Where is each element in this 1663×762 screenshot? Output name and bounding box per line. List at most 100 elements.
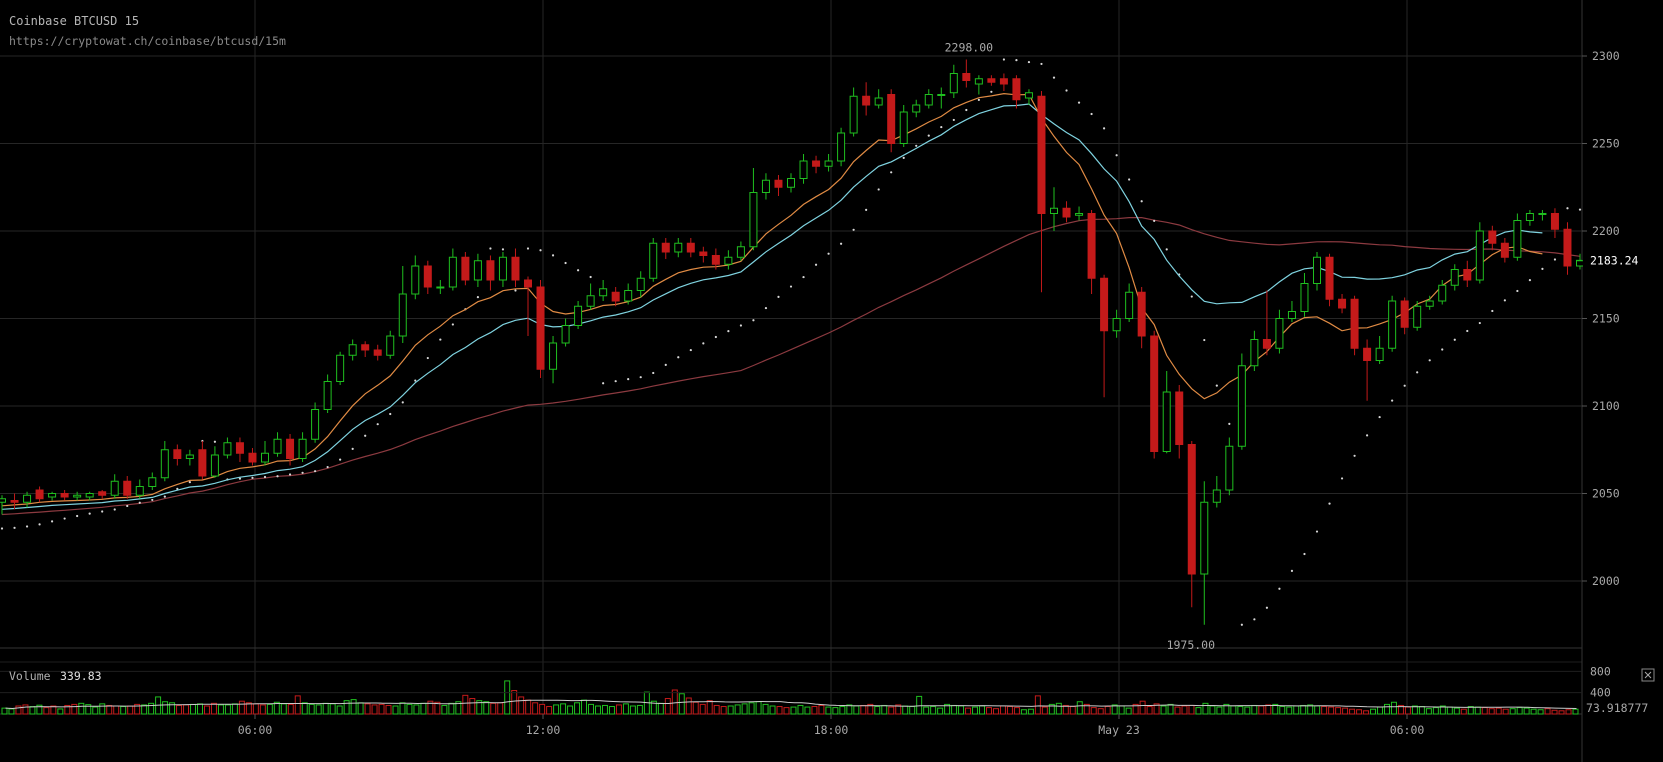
candle-up: [1125, 291, 1134, 319]
volume-bar-up: [1370, 708, 1377, 715]
volume-bar-up: [1286, 706, 1293, 715]
volume-bar-down: [1153, 703, 1160, 715]
sar-dot: [151, 498, 154, 502]
candle-up: [974, 78, 983, 85]
volume-bar-down: [1013, 707, 1020, 715]
close-volume-button[interactable]: [1641, 668, 1655, 682]
sar-dot: [213, 440, 217, 443]
candle-up: [824, 160, 833, 167]
candle-up: [473, 260, 482, 281]
sar-dot: [564, 261, 567, 265]
candle-up: [1425, 300, 1434, 307]
volume-bar-up: [1293, 705, 1300, 715]
candle-down: [1062, 207, 1071, 218]
sar-dot: [1453, 338, 1456, 341]
volume-bar-up: [881, 704, 888, 715]
sar-dot: [1040, 62, 1043, 66]
chart-url[interactable]: https://cryptowat.ch/coinbase/btcusd/15m: [9, 34, 286, 48]
candle-down: [524, 279, 532, 288]
volume-bar-up: [29, 706, 36, 715]
sar-dot: [1002, 58, 1006, 61]
candle-up: [1450, 269, 1459, 286]
volume-bar-up: [979, 705, 986, 715]
volume-bar-up: [1377, 706, 1383, 715]
volume-bar-up: [1209, 705, 1216, 715]
volume-bar-down: [1265, 704, 1272, 715]
sar-dot: [1165, 248, 1168, 251]
sar-dot: [789, 285, 793, 288]
volume-bar-up: [1223, 703, 1230, 715]
volume-bar-down: [1181, 705, 1188, 715]
price-tick-label: 2200: [1592, 224, 1620, 238]
candle-up: [386, 335, 395, 356]
volume-bar-down: [294, 695, 301, 715]
volume-bar-up: [608, 706, 615, 715]
candle-up: [937, 94, 946, 96]
volume-bar-down: [713, 704, 720, 715]
candle-down: [173, 449, 182, 459]
volume-bar-up: [1027, 708, 1034, 715]
sar-dot: [702, 342, 705, 345]
volume-bar-up: [308, 703, 315, 715]
candle-up: [298, 438, 307, 459]
volume-bar-down: [671, 689, 678, 715]
candle-down: [611, 291, 620, 302]
volume-bar-up: [727, 705, 734, 715]
volume-bar-down: [1069, 706, 1076, 715]
volume-bar-down: [1363, 710, 1370, 715]
sar-dot: [965, 108, 968, 112]
sar-dot: [1491, 309, 1494, 313]
volume-bar-down: [525, 699, 532, 715]
candle-down: [1500, 242, 1509, 258]
candle-up: [912, 104, 921, 113]
sar-dot: [627, 378, 630, 381]
volume-bar-down: [1565, 709, 1572, 715]
candle-up: [1225, 445, 1234, 491]
candle-up: [135, 486, 144, 496]
candle-down: [1175, 391, 1184, 445]
volume-bar-up: [1118, 705, 1125, 715]
volume-bar-down: [245, 702, 252, 715]
candle-down: [198, 449, 207, 477]
candle-up: [736, 246, 745, 258]
candle-up: [336, 354, 345, 382]
volume-bar-down: [106, 704, 113, 715]
volume-bar-down: [1328, 706, 1335, 715]
sar-dot: [1516, 289, 1519, 293]
sar-dot: [276, 475, 279, 478]
volume-bar-down: [1481, 707, 1488, 715]
volume-bar-up: [853, 705, 860, 715]
volume-bar-up: [1167, 703, 1174, 715]
candle-up: [436, 286, 445, 289]
volume-bar-down: [1349, 708, 1356, 715]
volume-bar-down: [210, 702, 217, 715]
candle-down: [461, 256, 470, 281]
sar-dot: [439, 338, 442, 341]
volume-bar-down: [1041, 706, 1048, 715]
volume-bar-up: [329, 703, 336, 715]
sar-dot: [664, 363, 667, 366]
volume-bar-up: [224, 704, 231, 715]
volume-bar-up: [741, 703, 748, 715]
volume-current-value: 339.83: [60, 669, 102, 683]
volume-average-line: [5, 699, 1577, 710]
sar-dot: [927, 134, 930, 137]
volume-bar-up: [560, 703, 567, 715]
volume-bar-up: [441, 704, 448, 715]
volume-bar-down: [706, 700, 713, 715]
volume-bar-up: [85, 704, 92, 715]
sar-dot: [865, 208, 868, 211]
volume-bar-up: [958, 705, 965, 715]
low-price-label: 1975.00: [1167, 638, 1216, 652]
volume-bar-down: [71, 703, 78, 715]
candle-down: [1012, 78, 1021, 101]
candle-up: [724, 256, 733, 265]
sar-dot: [1203, 338, 1206, 342]
candle-down: [1488, 230, 1497, 244]
volume-bar-down: [1062, 704, 1069, 715]
volume-bar-up: [755, 701, 762, 715]
volume-bar-up: [588, 703, 594, 715]
volume-bar-down: [986, 707, 992, 715]
volume-bar-up: [1244, 706, 1251, 715]
